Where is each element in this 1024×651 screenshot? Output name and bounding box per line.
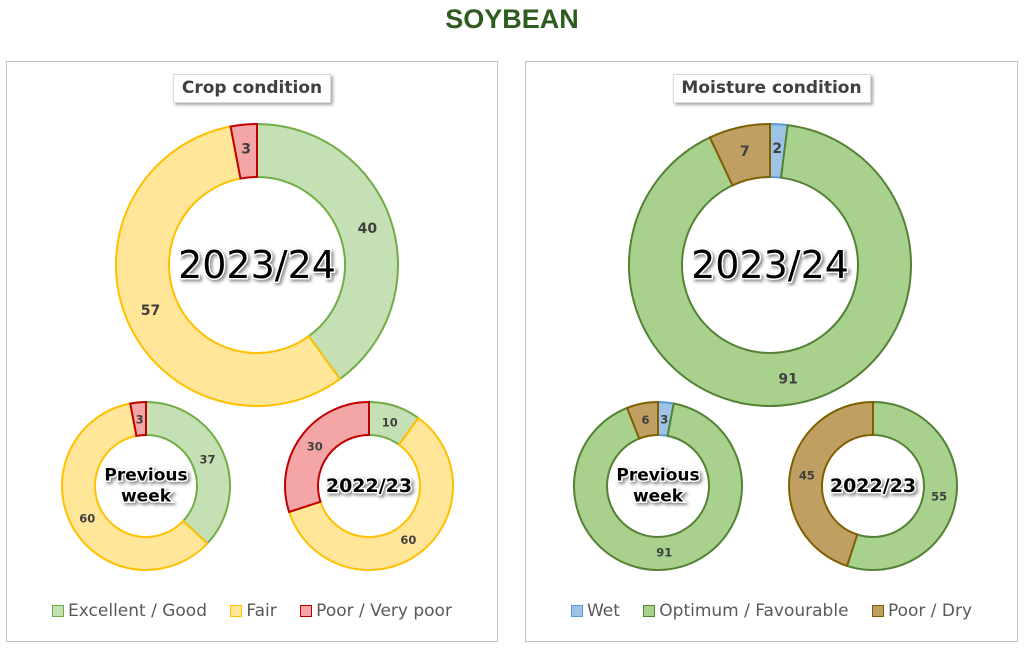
moisture-data-label: 91 (778, 372, 797, 388)
moisture-slice-poor-dry (708, 122, 771, 187)
crop-data-label: 30 (307, 440, 323, 454)
crop-slice-poor-very-poor (129, 400, 147, 438)
crop-slice-excellent-good (145, 400, 231, 545)
crop-data-label: 60 (79, 511, 95, 525)
crop-donut-center-label: 2023/24 (178, 243, 336, 287)
crop-data-label: 3 (136, 412, 144, 426)
moisture-slice-optimum-favourable (573, 402, 743, 571)
legend-swatch-poor-dry (871, 605, 884, 617)
crop-data-label: 57 (141, 303, 160, 319)
legend-fair: Fair (230, 601, 277, 621)
crop-data-label: 3 (241, 142, 251, 158)
legend-swatch-wet (570, 605, 583, 617)
crop-condition-panel: 40 57 3 2023/24 37 60 3 Previous week 10 60 30 2022/… (6, 61, 498, 642)
crop-slice-poor-very-poor (229, 122, 258, 180)
moisture-legend: Wet Optimum / Favourable Poor / Dry (526, 601, 1017, 621)
crop-data-label: 60 (400, 533, 416, 547)
crop-data-label: 37 (199, 452, 215, 466)
moisture-data-label: 3 (660, 412, 668, 426)
moisture-slice-optimum-favourable (845, 400, 958, 571)
crop-slice-excellent-good (256, 122, 399, 381)
moisture-donut-center-label: Previous (616, 465, 699, 485)
legend-label: Poor / Very poor (316, 601, 452, 621)
legend-optimum: Optimum / Favourable (643, 601, 849, 621)
crop-slice-poor-very-poor (284, 400, 370, 514)
crop-donut-center-label: Previous (104, 465, 187, 485)
moisture-donut-center-label: 2022/23 (830, 475, 916, 497)
crop-slice-fair (287, 416, 454, 571)
moisture-donut-center-label: week (633, 487, 684, 507)
legend-label: Wet (586, 601, 620, 621)
legend-label: Excellent / Good (68, 601, 207, 621)
moisture-slice-optimum-favourable (628, 123, 912, 407)
moisture-data-label: 2 (772, 141, 782, 157)
moisture-condition-title: Moisture condition (672, 74, 871, 103)
crop-data-label: 40 (358, 221, 378, 237)
legend-label: Optimum / Favourable (659, 601, 849, 621)
legend-poor-very-poor: Poor / Very poor (300, 601, 452, 621)
crop-slice-fair (61, 402, 209, 571)
moisture-data-label: 55 (931, 489, 947, 503)
legend-poor-dry: Poor / Dry (871, 601, 973, 621)
moisture-data-label: 45 (799, 469, 815, 483)
moisture-slice-poor-dry (625, 400, 659, 440)
legend-excellent-good: Excellent / Good (52, 601, 207, 621)
crop-condition-title: Crop condition (172, 74, 332, 103)
crop-legend: Excellent / Good Fair Poor / Very poor (7, 601, 497, 621)
legend-label: Poor / Dry (887, 601, 973, 621)
moisture-data-label: 91 (656, 546, 672, 560)
crop-donut-center-label: week (121, 487, 172, 507)
crop-data-label: 10 (382, 415, 398, 429)
legend-swatch-fair (230, 605, 243, 617)
legend-wet: Wet (570, 601, 620, 621)
moisture-slice-poor-dry (788, 400, 874, 568)
moisture-donut-center-label: 2023/24 (691, 243, 849, 287)
crop-slice-fair (115, 125, 342, 407)
crop-donut-center-label: 2022/23 (326, 475, 412, 497)
legend-swatch-optimum (643, 605, 656, 617)
moisture-data-label: 6 (641, 413, 649, 427)
moisture-data-label: 7 (740, 144, 750, 160)
page-title: SOYBEAN (445, 4, 579, 34)
moisture-condition-panel: 2 91 7 2023/24 3 91 6 Previous week 55 45 2022/23 M… (525, 61, 1018, 642)
legend-label: Fair (246, 601, 277, 621)
legend-swatch-poor-very-poor (300, 605, 313, 617)
legend-swatch-excellent-good (52, 605, 65, 617)
